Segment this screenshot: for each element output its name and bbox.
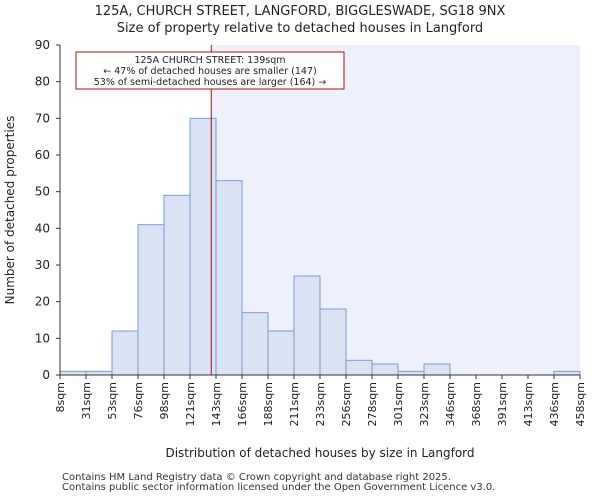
y-tick-label-20: 20: [35, 295, 50, 309]
bar-121sqm: [189, 117, 217, 376]
y-tick-label-70: 70: [35, 111, 50, 125]
x-axis-title: Distribution of detached houses by size …: [165, 446, 474, 460]
x-tick-label-301sqm: 301sqm: [392, 382, 405, 426]
x-tick-label-436sqm: 436sqm: [548, 382, 561, 426]
x-tick-label-256sqm: 256sqm: [340, 382, 353, 426]
y-tick-label-50: 50: [35, 185, 50, 199]
x-tick-label-211sqm: 211sqm: [288, 382, 301, 426]
highlight-region: [211, 45, 581, 375]
x-tick-label-458sqm: 458sqm: [574, 382, 587, 426]
x-tick-label-98sqm: 98sqm: [158, 382, 171, 419]
annotation-line2: ← 47% of detached houses are smaller (14…: [103, 66, 316, 77]
bar-301sqm: [397, 370, 425, 376]
x-tick-label-53sqm: 53sqm: [106, 382, 119, 419]
x-tick-label-323sqm: 323sqm: [418, 382, 431, 426]
bar-143sqm: [215, 180, 243, 376]
bar-76sqm: [137, 224, 165, 376]
y-tick-label-30: 30: [35, 258, 50, 272]
bar-323sqm: [423, 363, 451, 376]
x-tick-label-143sqm: 143sqm: [210, 382, 223, 426]
y-tick-label-80: 80: [35, 75, 50, 89]
bar-233sqm: [319, 308, 347, 376]
x-tick-label-346sqm: 346sqm: [444, 382, 457, 426]
bar-188sqm: [267, 330, 295, 376]
chart-subtitle: Size of property relative to detached ho…: [116, 21, 484, 36]
bar-8sqm: [59, 370, 87, 376]
y-tick-label-40: 40: [35, 221, 50, 235]
x-tick-label-368sqm: 368sqm: [470, 382, 483, 426]
y-axis-title: Number of detached properties: [3, 116, 17, 305]
x-tick-label-188sqm: 188sqm: [262, 382, 275, 426]
x-tick-label-413sqm: 413sqm: [522, 382, 535, 426]
bar-31sqm: [85, 370, 113, 376]
x-tick-label-278sqm: 278sqm: [366, 382, 379, 426]
bar-166sqm: [241, 312, 269, 376]
x-tick-label-391sqm: 391sqm: [496, 382, 509, 426]
y-tick-label-90: 90: [35, 38, 50, 52]
x-tick-label-31sqm: 31sqm: [80, 382, 93, 419]
bar-278sqm: [371, 363, 399, 376]
x-tick-label-121sqm: 121sqm: [184, 382, 197, 426]
x-tick-label-8sqm: 8sqm: [54, 382, 67, 412]
annotation-line1: 125A CHURCH STREET: 139sqm: [134, 55, 285, 66]
bar-53sqm: [111, 330, 139, 376]
x-tick-label-76sqm: 76sqm: [132, 382, 145, 419]
bar-256sqm: [345, 359, 373, 376]
annotation-line3: 53% of semi-detached houses are larger (…: [94, 77, 327, 88]
bar-211sqm: [293, 275, 321, 376]
bar-98sqm: [163, 194, 191, 376]
y-tick-label-60: 60: [35, 148, 50, 162]
y-tick-label-0: 0: [42, 368, 50, 382]
bar-436sqm: [553, 370, 581, 376]
annotation-box: [75, 51, 345, 90]
x-tick-label-233sqm: 233sqm: [314, 382, 327, 426]
footer-licence: Contains public sector information licen…: [62, 482, 496, 493]
footer-copyright: Contains HM Land Registry data © Crown c…: [62, 472, 451, 483]
chart-title: 125A, CHURCH STREET, LANGFORD, BIGGLESWA…: [94, 4, 506, 19]
x-tick-label-166sqm: 166sqm: [236, 382, 249, 426]
y-tick-label-10: 10: [35, 331, 50, 345]
